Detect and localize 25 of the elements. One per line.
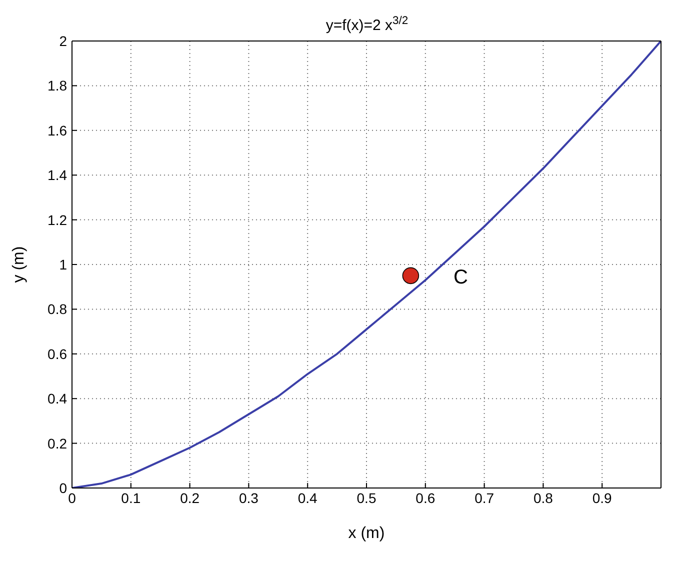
x-tick-label: 0.8 [533,490,554,506]
y-axis-title: y (m) [10,246,28,283]
x-tick-label: 0.3 [238,490,259,506]
y-tick-label: 1.4 [48,167,68,184]
line-series [72,41,661,488]
y-tick-label: 0.2 [48,435,68,452]
x-tick-label: 0.1 [121,490,141,506]
y-tick-label: 0.8 [48,301,68,318]
x-tick-label: 0.9 [592,490,612,506]
x-tick-label: 0.2 [180,490,200,506]
x-axis-title: x (m) [348,525,385,542]
x-tick-label: 0.4 [298,490,318,506]
y-tick-label: 0.4 [48,390,68,407]
x-tick-label: 0.6 [416,490,436,506]
x-tick-label: 0.7 [474,490,494,506]
y-tick-label: 0 [59,480,68,496]
y-tick-label: 1 [59,256,68,272]
y-tick-label: 1.8 [48,78,68,94]
y-tick-label: 2 [59,32,68,49]
annotation: C [453,266,468,289]
y-tick-label: 1.2 [48,212,68,228]
x-tick-label: 0.5 [356,490,376,506]
y-tick-label: 0.6 [48,346,68,362]
chart-title: y=f(x)=2 x$^{3/2}$ [326,15,408,34]
y-tick-label: 1.6 [48,122,68,138]
